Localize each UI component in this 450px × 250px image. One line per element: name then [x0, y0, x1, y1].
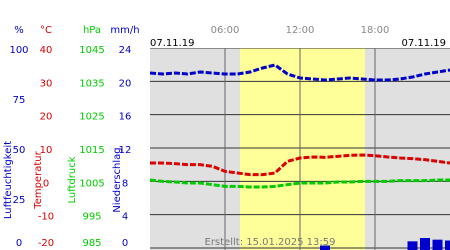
axis-label: Temperatur — [33, 150, 44, 209]
y-tick-label: 12 — [119, 145, 132, 156]
series-line — [150, 178, 450, 189]
precip-bar — [432, 239, 443, 250]
y-tick-label: 20 — [40, 112, 53, 123]
axis-unit: mm/h — [110, 25, 139, 36]
y-tick-label: 30 — [40, 78, 53, 89]
plot-area — [150, 48, 450, 250]
y-tick-label: 1015 — [79, 145, 104, 156]
x-tick-label: 18:00 — [361, 25, 390, 36]
y-tick-label: 0 — [43, 178, 49, 189]
x-tick-label: 06:00 — [211, 25, 240, 36]
y-tick-label: 1035 — [79, 78, 104, 89]
y-tick-label: 985 — [82, 238, 101, 249]
y-tick-label: 40 — [40, 45, 53, 56]
y-tick-label: 25 — [13, 195, 26, 206]
y-tick-label: 24 — [119, 45, 132, 56]
axis-unit: °C — [40, 25, 52, 36]
axis-label: Niederschlag — [112, 147, 123, 212]
y-tick-label: 1045 — [79, 45, 104, 56]
y-tick-label: 0 — [122, 238, 128, 249]
footer: Erstellt: 15.01.2025 13:59 — [205, 237, 336, 248]
axis-unit: % — [14, 25, 24, 36]
y-tick-label: 1025 — [79, 112, 104, 123]
precip-bar — [320, 245, 330, 250]
y-tick-label: 995 — [82, 212, 101, 223]
y-tick-label: 50 — [13, 145, 26, 156]
precip-bar — [445, 240, 450, 250]
y-tick-label: -10 — [38, 212, 54, 223]
series-line — [150, 63, 450, 82]
precip-bar — [420, 238, 430, 250]
y-tick-label: 0 — [16, 238, 22, 249]
date-left: 07.11.19 — [150, 38, 195, 49]
axis-label: Luftdruck — [67, 156, 78, 203]
y-tick-label: 20 — [119, 78, 132, 89]
y-tick-label: 75 — [13, 95, 26, 106]
y-tick-label: 8 — [122, 178, 128, 189]
y-tick-label: 100 — [9, 45, 28, 56]
series-line — [150, 153, 450, 177]
precip-bar — [407, 241, 418, 250]
y-tick-label: 16 — [119, 112, 132, 123]
y-tick-label: 1005 — [79, 178, 104, 189]
date-right: 07.11.19 — [401, 38, 446, 49]
y-tick-label: 10 — [40, 145, 53, 156]
axis-label: Luftfeuchtigkeit — [3, 141, 14, 219]
y-tick-label: 4 — [122, 212, 128, 223]
y-tick-label: -20 — [38, 238, 54, 249]
axis-unit: hPa — [83, 25, 101, 36]
x-tick-label: 12:00 — [286, 25, 315, 36]
